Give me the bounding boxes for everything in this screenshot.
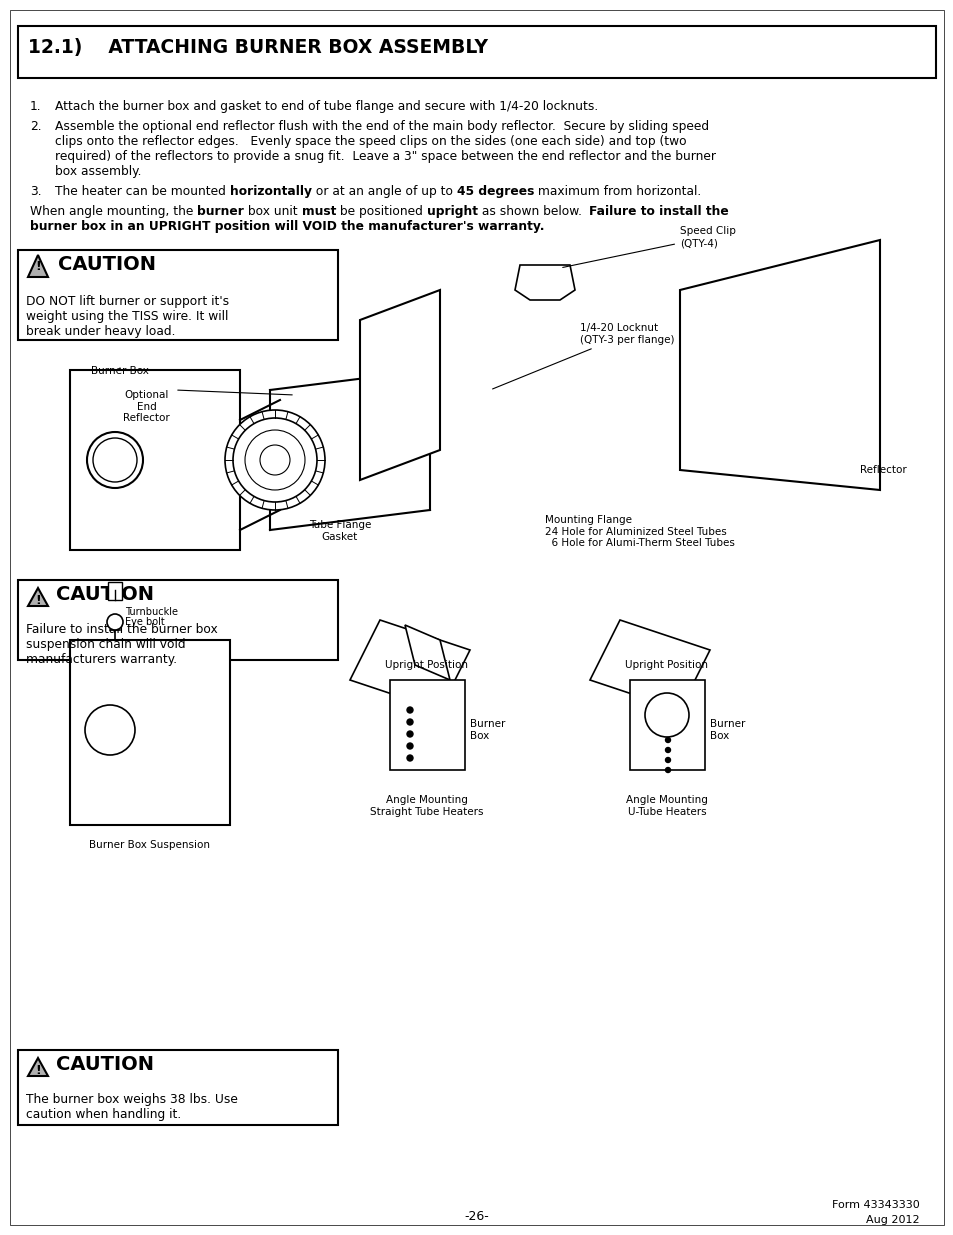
Text: CAUTION: CAUTION [58,256,156,274]
Text: Assemble the optional end reflector flush with the end of the main body reflecto: Assemble the optional end reflector flus… [55,120,708,133]
Circle shape [87,432,143,488]
Circle shape [245,430,305,490]
Circle shape [407,743,413,748]
Text: burner box in an UPRIGHT position will VOID the manufacturer's warranty.: burner box in an UPRIGHT position will V… [30,220,544,233]
Circle shape [233,417,316,501]
Polygon shape [405,625,450,680]
Bar [18,249,337,280]
Polygon shape [515,266,575,300]
Text: box assembly.: box assembly. [55,165,141,178]
Text: Upright Position: Upright Position [625,659,708,671]
Text: !: ! [35,261,41,273]
Circle shape [665,767,670,773]
Text: When angle mounting, the: When angle mounting, the [30,205,197,219]
Text: 12.1)    ATTACHING BURNER BOX ASSEMBLY: 12.1) ATTACHING BURNER BOX ASSEMBLY [28,37,488,57]
Circle shape [225,410,325,510]
Polygon shape [679,240,879,490]
Text: Angle Mounting
Straight Tube Heaters: Angle Mounting Straight Tube Heaters [370,795,483,816]
Text: Eye bolt: Eye bolt [125,618,165,627]
Text: 3.: 3. [30,185,42,198]
Text: Reflector: Reflector [859,466,905,475]
Text: Burner
Box: Burner Box [470,719,505,741]
Text: upright: upright [426,205,477,219]
Text: weight using the TISS wire. It will: weight using the TISS wire. It will [26,310,228,324]
Text: Optional
End
Reflector: Optional End Reflector [123,390,170,424]
Text: 2.: 2. [30,120,42,133]
Bar [18,580,337,610]
Text: CAUTION: CAUTION [56,585,153,604]
Text: 1/4-20 Locknut
(QTY-3 per flange): 1/4-20 Locknut (QTY-3 per flange) [492,324,674,389]
Bar [18,580,337,659]
Polygon shape [28,254,48,277]
Text: box unit: box unit [244,205,301,219]
Polygon shape [350,620,470,710]
Circle shape [665,757,670,762]
Circle shape [107,614,123,630]
Text: -26-: -26- [464,1210,489,1223]
Circle shape [407,755,413,761]
FancyBboxPatch shape [18,26,935,78]
Circle shape [644,693,688,737]
Polygon shape [589,620,709,710]
Text: !: ! [35,594,41,606]
Text: clips onto the reflector edges.   Evenly space the speed clips on the sides (one: clips onto the reflector edges. Evenly s… [55,135,686,148]
Text: DO NOT lift burner or support it's: DO NOT lift burner or support it's [26,295,229,308]
Text: Failure to install the: Failure to install the [589,205,728,219]
Text: 45 degrees: 45 degrees [456,185,534,198]
Bar [18,1050,337,1079]
Text: 1.: 1. [30,100,42,112]
Bar [629,680,704,769]
Text: Angle Mounting
U-Tube Heaters: Angle Mounting U-Tube Heaters [625,795,707,816]
Text: The heater can be mounted: The heater can be mounted [55,185,230,198]
Circle shape [85,705,135,755]
Text: break under heavy load.: break under heavy load. [26,325,175,338]
Text: CAUTION: CAUTION [56,1056,153,1074]
Text: Mounting Flange
24 Hole for Aluminized Steel Tubes
  6 Hole for Alumi-Therm Stee: Mounting Flange 24 Hole for Aluminized S… [544,515,734,548]
Bar [108,582,122,600]
Text: Upright Position: Upright Position [385,659,468,671]
Bar [18,249,337,340]
Bar [18,1050,337,1125]
Polygon shape [28,1058,48,1076]
Text: Tube Flange
Gasket: Tube Flange Gasket [309,520,371,542]
Text: Burner Box Suspension: Burner Box Suspension [90,840,211,850]
Text: as shown below.: as shown below. [477,205,589,219]
Circle shape [407,719,413,725]
Text: caution when handling it.: caution when handling it. [26,1108,181,1121]
Circle shape [407,706,413,713]
Circle shape [92,438,137,482]
Circle shape [665,737,670,742]
Polygon shape [359,290,439,480]
Text: burner: burner [197,205,244,219]
Circle shape [407,731,413,737]
Text: Burner
Box: Burner Box [709,719,744,741]
Text: manufacturers warranty.: manufacturers warranty. [26,653,177,666]
Text: be positioned: be positioned [335,205,426,219]
Text: or at an angle of up to: or at an angle of up to [312,185,456,198]
Text: Form 43343330: Form 43343330 [831,1200,919,1210]
Text: Burner Box: Burner Box [91,366,149,375]
Circle shape [665,747,670,752]
Text: The burner box weighs 38 lbs. Use: The burner box weighs 38 lbs. Use [26,1093,237,1107]
Text: !: ! [35,1063,41,1077]
Circle shape [260,445,290,475]
Text: must: must [301,205,335,219]
Text: Speed Clip
(QTY-4): Speed Clip (QTY-4) [562,226,735,268]
Text: horizontally: horizontally [230,185,312,198]
Text: Aug 2012: Aug 2012 [865,1215,919,1225]
Bar [70,370,240,550]
Text: Attach the burner box and gasket to end of tube flange and secure with 1/4-20 lo: Attach the burner box and gasket to end … [55,100,598,112]
Text: maximum from horizontal.: maximum from horizontal. [534,185,700,198]
Bar [70,640,230,825]
Text: Failure to install the burner box: Failure to install the burner box [26,622,217,636]
Text: Turnbuckle: Turnbuckle [125,606,178,618]
Polygon shape [28,588,48,606]
Text: suspension chain will void: suspension chain will void [26,638,186,651]
Bar [390,680,464,769]
Text: required) of the reflectors to provide a snug fit.  Leave a 3" space between the: required) of the reflectors to provide a… [55,149,716,163]
